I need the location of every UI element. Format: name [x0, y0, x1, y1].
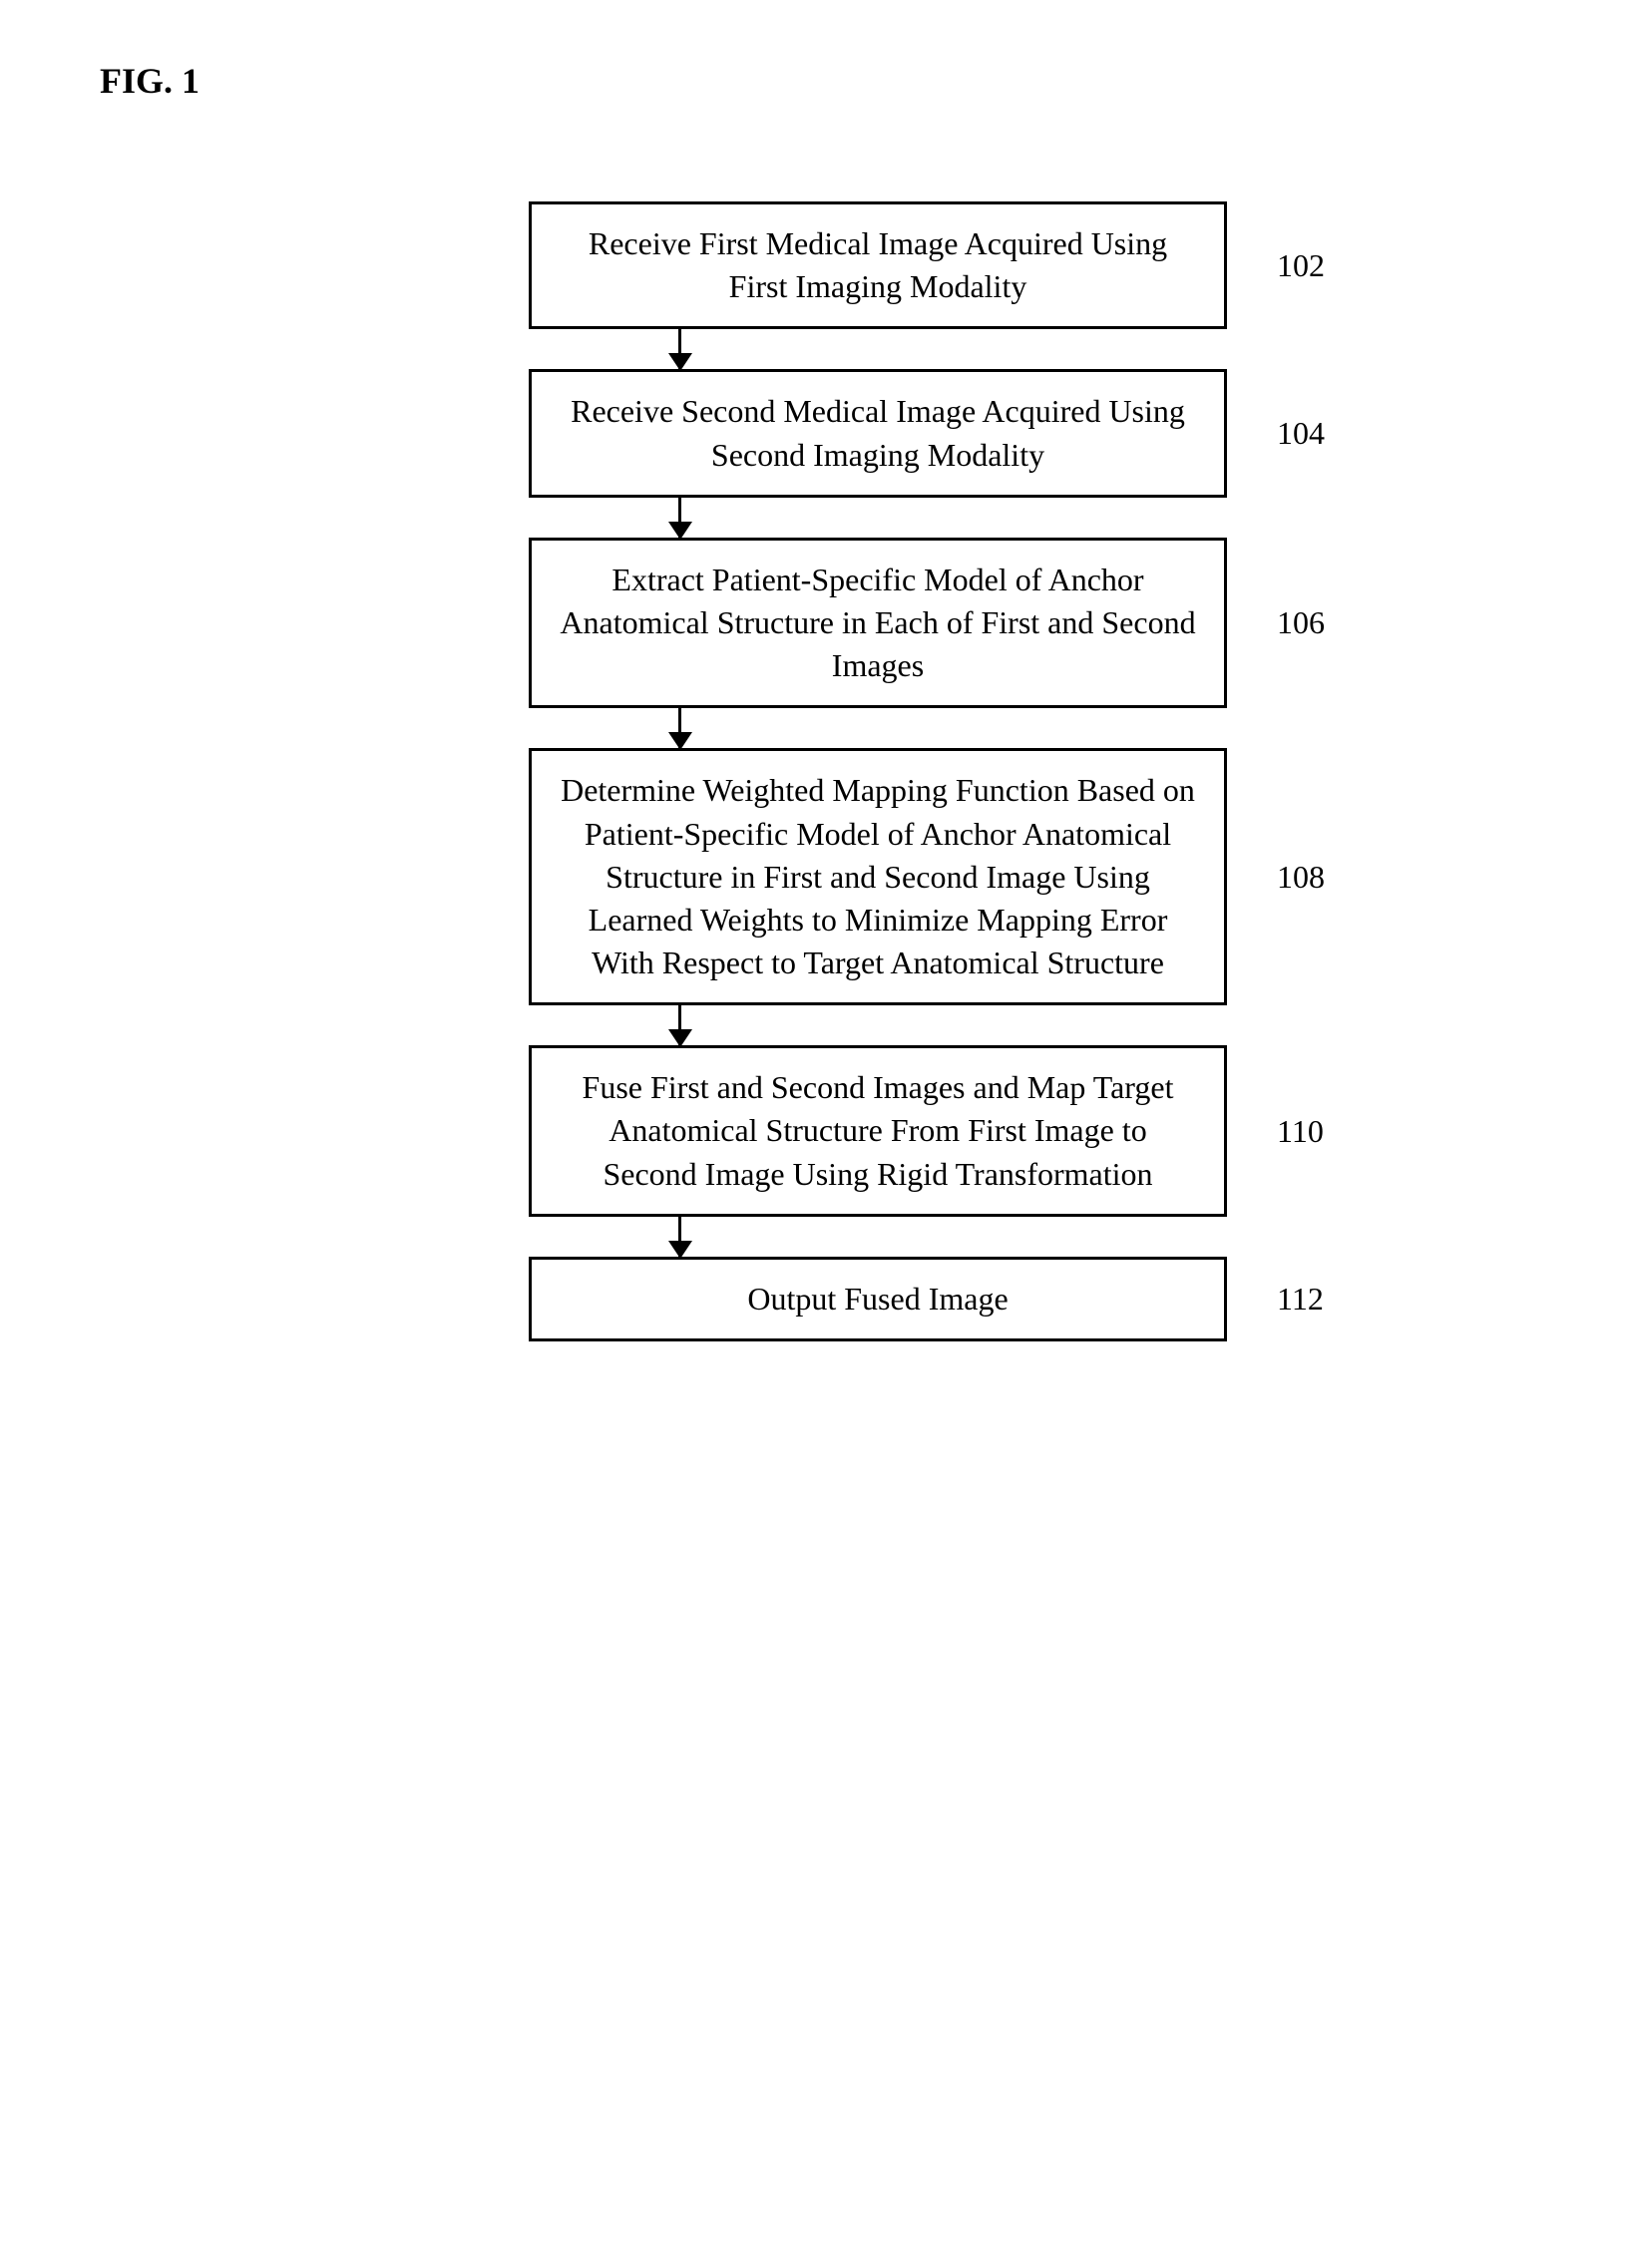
flowchart-container: Receive First Medical Image Acquired Usi… [329, 201, 1546, 1341]
figure-title: FIG. 1 [100, 60, 1546, 102]
flowchart-box-104: Receive Second Medical Image Acquired Us… [529, 369, 1227, 497]
box-label-104: 104 [1277, 415, 1347, 452]
box-label-112: 112 [1277, 1281, 1347, 1318]
flowchart-row: Output Fused Image 112 [529, 1257, 1347, 1341]
flowchart-row: Receive Second Medical Image Acquired Us… [529, 369, 1347, 497]
flowchart-row: Receive First Medical Image Acquired Usi… [529, 201, 1347, 329]
flowchart-box-108: Determine Weighted Mapping Function Base… [529, 748, 1227, 1005]
arrow-down-icon [678, 708, 681, 748]
arrow-down-icon [678, 1005, 681, 1045]
box-label-106: 106 [1277, 604, 1347, 641]
flowchart-box-106: Extract Patient-Specific Model of Anchor… [529, 538, 1227, 709]
arrow-down-icon [678, 329, 681, 369]
box-label-108: 108 [1277, 859, 1347, 896]
flowchart-box-102: Receive First Medical Image Acquired Usi… [529, 201, 1227, 329]
arrow-down-icon [678, 1217, 681, 1257]
flowchart-row: Determine Weighted Mapping Function Base… [529, 748, 1347, 1005]
flowchart-box-112: Output Fused Image [529, 1257, 1227, 1341]
box-label-102: 102 [1277, 247, 1347, 284]
arrow-down-icon [678, 498, 681, 538]
flowchart-box-110: Fuse First and Second Images and Map Tar… [529, 1045, 1227, 1217]
box-label-110: 110 [1277, 1113, 1347, 1150]
flowchart-row: Fuse First and Second Images and Map Tar… [529, 1045, 1347, 1217]
flowchart-row: Extract Patient-Specific Model of Anchor… [529, 538, 1347, 709]
